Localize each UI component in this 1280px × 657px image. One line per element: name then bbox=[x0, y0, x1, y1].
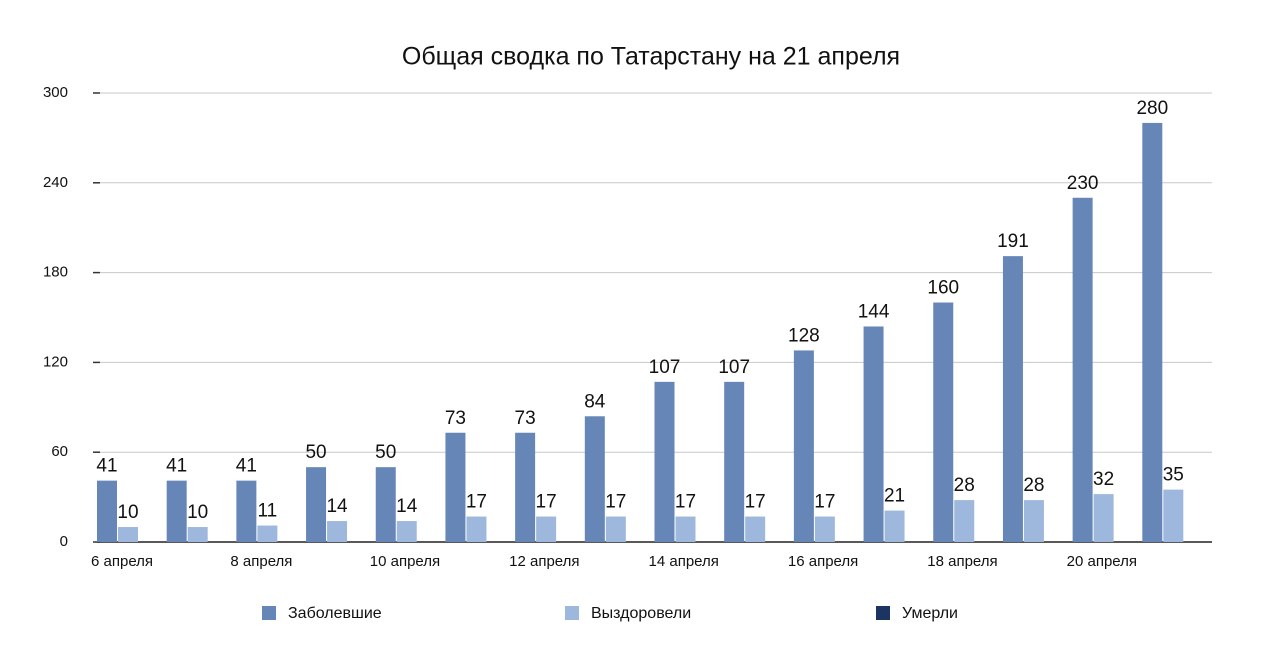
legend-label: Заболевшие bbox=[288, 605, 382, 622]
bar bbox=[1023, 500, 1044, 542]
value-label: 28 bbox=[1023, 475, 1044, 496]
bar bbox=[1072, 197, 1093, 542]
value-label: 144 bbox=[858, 301, 890, 322]
y-tick-label: 0 bbox=[60, 533, 68, 550]
y-tick-label: 60 bbox=[51, 443, 68, 460]
legend-swatch bbox=[876, 606, 890, 620]
value-label: 73 bbox=[515, 408, 536, 429]
bar bbox=[306, 467, 327, 542]
y-tick-label: 240 bbox=[43, 174, 68, 191]
value-label: 14 bbox=[326, 496, 348, 517]
x-tick-label: 8 апреля bbox=[230, 553, 292, 570]
value-label: 11 bbox=[258, 501, 278, 522]
y-tick-label: 180 bbox=[43, 264, 68, 281]
legend-swatch bbox=[565, 606, 579, 620]
value-label: 10 bbox=[117, 502, 138, 523]
value-label: 10 bbox=[187, 502, 208, 523]
legend-label: Умерли bbox=[902, 605, 958, 622]
bar bbox=[515, 432, 536, 542]
y-tick-label: 120 bbox=[43, 353, 68, 370]
x-tick-label: 14 апреля bbox=[649, 553, 719, 570]
bar bbox=[445, 432, 466, 542]
bar bbox=[118, 527, 138, 542]
value-label: 73 bbox=[445, 408, 466, 429]
x-tick-label: 10 апреля bbox=[370, 553, 440, 570]
x-tick-label: 6 апреля bbox=[91, 553, 153, 570]
bar bbox=[745, 516, 766, 542]
bar bbox=[536, 516, 557, 542]
chart-title: Общая сводка по Татарстану на 21 апреля bbox=[402, 43, 900, 71]
value-label: 41 bbox=[96, 456, 117, 477]
value-label: 230 bbox=[1067, 173, 1099, 194]
value-label: 41 bbox=[236, 456, 257, 477]
value-label: 17 bbox=[814, 492, 835, 513]
value-label: 17 bbox=[745, 492, 766, 513]
bar bbox=[396, 521, 417, 542]
bar bbox=[1002, 256, 1023, 542]
value-label: 84 bbox=[584, 391, 606, 412]
value-label: 14 bbox=[396, 496, 418, 517]
bar bbox=[1142, 122, 1163, 542]
value-label: 28 bbox=[954, 475, 975, 496]
x-tick-label: 18 апреля bbox=[927, 553, 997, 570]
value-label: 107 bbox=[718, 357, 750, 378]
value-label: 17 bbox=[605, 492, 626, 513]
value-label: 17 bbox=[675, 492, 696, 513]
bar bbox=[584, 416, 605, 542]
value-label: 191 bbox=[997, 231, 1029, 252]
bar bbox=[933, 302, 954, 542]
value-label: 107 bbox=[649, 357, 681, 378]
value-label: 50 bbox=[375, 442, 396, 463]
bar bbox=[97, 480, 117, 542]
bar bbox=[884, 510, 905, 542]
x-tick-label: 16 апреля bbox=[788, 553, 858, 570]
legend-swatch bbox=[262, 606, 276, 620]
bar bbox=[375, 467, 396, 542]
bar bbox=[654, 381, 675, 542]
bar bbox=[1163, 489, 1184, 542]
value-label: 160 bbox=[927, 278, 959, 299]
bar bbox=[954, 500, 975, 542]
bar bbox=[675, 516, 696, 542]
bar bbox=[236, 480, 257, 542]
legend-label: Выздоровели bbox=[591, 605, 691, 622]
value-label: 17 bbox=[536, 492, 557, 513]
value-label: 35 bbox=[1163, 465, 1184, 486]
x-tick-label: 20 апреля bbox=[1067, 553, 1137, 570]
bar bbox=[327, 521, 348, 542]
bar bbox=[466, 516, 487, 542]
bar bbox=[793, 350, 814, 542]
value-label: 50 bbox=[305, 442, 326, 463]
bar bbox=[257, 525, 278, 542]
bar bbox=[724, 381, 745, 542]
value-label: 41 bbox=[166, 456, 187, 477]
bar bbox=[166, 480, 187, 542]
y-tick-label: 300 bbox=[43, 84, 68, 101]
value-label: 280 bbox=[1136, 98, 1168, 119]
bar bbox=[187, 527, 208, 542]
value-label: 128 bbox=[788, 325, 820, 346]
bar bbox=[1093, 494, 1114, 542]
x-tick-label: 12 апреля bbox=[509, 553, 579, 570]
value-label: 17 bbox=[466, 492, 487, 513]
value-label: 32 bbox=[1093, 469, 1114, 490]
value-label: 21 bbox=[884, 486, 905, 507]
bar bbox=[863, 326, 884, 542]
bar bbox=[605, 516, 626, 542]
bar bbox=[814, 516, 835, 542]
